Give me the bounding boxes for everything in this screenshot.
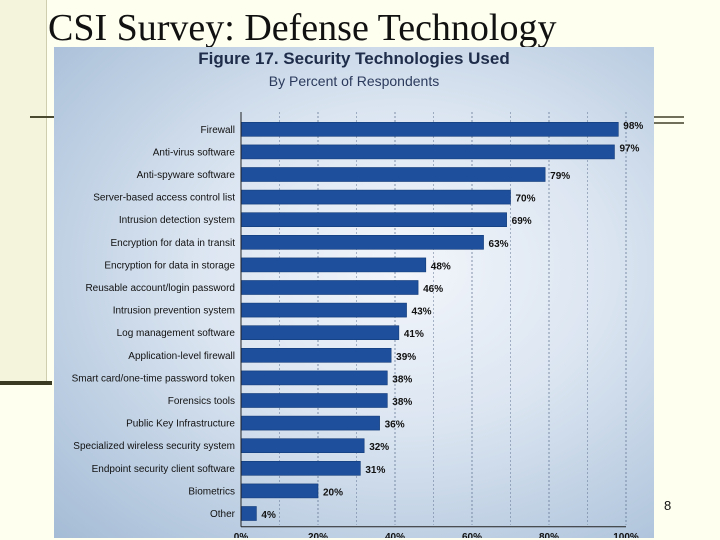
bar: [240, 415, 380, 431]
bar: [240, 393, 388, 408]
category-label: Smart card/one-time password token: [72, 373, 235, 384]
bar: [240, 122, 619, 137]
value-label: 43%: [412, 307, 432, 318]
value-label: 98%: [623, 121, 643, 132]
category-label: Encryption for data in transit: [110, 238, 235, 249]
value-label: 79%: [550, 171, 570, 182]
bar-chart: Figure 17. Security Technologies Used By…: [72, 49, 644, 538]
value-label: 70%: [516, 194, 536, 205]
bars-layer: Firewall 98% Anti-virus software 97% Anti-sp…: [72, 121, 644, 521]
title-rule-right-lower: [654, 122, 684, 124]
category-label: Other: [210, 509, 236, 520]
x-tick-label: 0%: [234, 532, 249, 538]
category-label: Encryption for data in storage: [104, 260, 235, 271]
category-label: Public Key Infrastructure: [126, 419, 235, 430]
value-label: 31%: [365, 465, 385, 476]
bar: [240, 144, 615, 160]
bar: [240, 235, 484, 250]
title-rule-right: [654, 116, 684, 118]
value-label: 63%: [489, 239, 509, 250]
bar: [240, 438, 365, 454]
value-label: 39%: [396, 352, 416, 363]
x-tick-label: 80%: [539, 532, 559, 538]
left-accent-rule: [0, 381, 52, 385]
category-label: Firewall: [201, 125, 235, 136]
left-accent-stripe: [0, 0, 47, 384]
bar: [240, 325, 400, 341]
x-tick-label: 60%: [462, 532, 482, 538]
value-label: 4%: [261, 510, 276, 521]
value-label: 97%: [619, 143, 639, 154]
bar: [240, 347, 392, 363]
value-label: 48%: [431, 261, 451, 272]
x-tick-label: 100%: [613, 532, 639, 538]
value-label: 38%: [392, 397, 412, 408]
category-label: Intrusion detection system: [119, 215, 235, 226]
bar: [240, 483, 319, 499]
x-tick-label: 40%: [385, 532, 405, 538]
value-label: 46%: [423, 284, 443, 295]
category-label: Anti-spyware software: [137, 170, 236, 181]
slide-title: CSI Survey: Defense Technology: [48, 7, 557, 49]
bar: [240, 370, 388, 386]
bar: [240, 167, 546, 182]
bar: [240, 212, 507, 227]
x-tick-label: 20%: [308, 532, 328, 538]
page-number: 8: [664, 498, 672, 513]
category-label: Endpoint security client software: [92, 464, 236, 475]
category-label: Application-level firewall: [128, 351, 235, 362]
bar: [240, 460, 361, 476]
chart-title: Figure 17. Security Technologies Used: [198, 49, 509, 68]
bar: [240, 280, 419, 295]
value-label: 69%: [512, 216, 532, 227]
bar: [240, 257, 427, 273]
bar: [240, 189, 511, 205]
bar: [240, 302, 407, 318]
title-rule-left: [30, 116, 54, 118]
category-label: Specialized wireless security system: [73, 441, 235, 452]
chart-subtitle: By Percent of Respondents: [269, 73, 439, 89]
x-axis: 0% 20% 40% 60% 80% 100%: [234, 112, 639, 538]
category-label: Anti-virus software: [153, 147, 236, 158]
category-label: Reusable account/login password: [85, 283, 235, 294]
category-label: Log management software: [117, 328, 236, 339]
category-label: Server-based access control list: [93, 193, 235, 204]
value-label: 41%: [404, 329, 424, 340]
chart-panel: Figure 17. Security Technologies Used By…: [54, 47, 654, 538]
value-label: 20%: [323, 487, 343, 498]
value-label: 38%: [392, 374, 412, 385]
category-label: Forensics tools: [168, 396, 235, 407]
category-label: Biometrics: [188, 486, 235, 497]
value-label: 36%: [385, 420, 405, 431]
category-label: Intrusion prevention system: [113, 306, 235, 317]
bar: [240, 506, 257, 521]
value-label: 32%: [369, 442, 389, 453]
